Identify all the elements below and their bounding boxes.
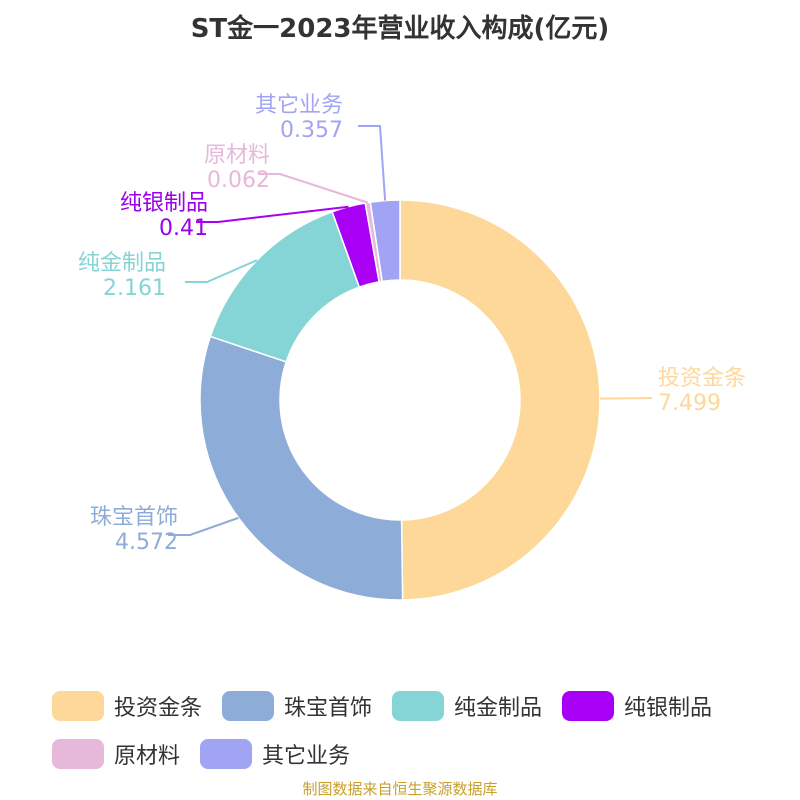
legend-swatch bbox=[392, 691, 445, 721]
label-leader-lines bbox=[168, 125, 653, 536]
legend-item[interactable]: 纯金制品 bbox=[392, 690, 542, 722]
legend-swatch bbox=[562, 691, 615, 721]
legend-swatch bbox=[52, 739, 104, 769]
slice-label-value: 0.41 bbox=[159, 216, 208, 241]
slice-label-value: 0.357 bbox=[280, 118, 343, 143]
legend-swatch bbox=[200, 739, 253, 769]
slice-label-value: 7.499 bbox=[658, 391, 721, 416]
slice-纯金制品[interactable] bbox=[209, 210, 361, 363]
leader-line-其它业务 bbox=[358, 125, 387, 201]
slice-label-value: 2.161 bbox=[103, 276, 166, 301]
leader-line-纯银制品 bbox=[196, 205, 349, 223]
chart-legend: 投资金条 珠宝首饰 纯金制品 纯银制品 原材料 其它业务 bbox=[52, 686, 772, 782]
legend-item[interactable]: 原材料 bbox=[52, 738, 180, 770]
legend-swatch bbox=[222, 691, 275, 721]
slice-labels: 投资金条7.499珠宝首饰4.572纯金制品2.161纯银制品0.41原材料0.… bbox=[78, 93, 746, 555]
slice-label-value: 4.572 bbox=[115, 530, 178, 555]
slice-label-name: 珠宝首饰 bbox=[90, 505, 178, 530]
legend-row: 原材料 其它业务 bbox=[52, 734, 772, 774]
legend-label: 原材料 bbox=[114, 744, 181, 769]
legend-row: 投资金条 珠宝首饰 纯金制品 纯银制品 bbox=[52, 686, 772, 726]
legend-item[interactable]: 珠宝首饰 bbox=[222, 690, 372, 722]
data-source-note: 制图数据来自恒生聚源数据库 bbox=[302, 780, 498, 798]
slice-label-name: 纯金制品 bbox=[78, 251, 166, 276]
legend-item[interactable]: 纯银制品 bbox=[562, 690, 712, 722]
leader-line-原材料 bbox=[258, 173, 369, 204]
legend-item[interactable]: 其它业务 bbox=[200, 738, 350, 770]
leader-line-珠宝首饰 bbox=[168, 516, 239, 536]
slice-label-name: 投资金条 bbox=[658, 366, 746, 391]
donut-slices bbox=[199, 199, 601, 601]
legend-item[interactable]: 投资金条 bbox=[52, 690, 202, 722]
slice-label-value: 0.062 bbox=[207, 168, 270, 193]
legend-label: 纯银制品 bbox=[624, 696, 713, 721]
legend-swatch bbox=[52, 691, 104, 721]
chart-title: ST金一2023年营业收入构成(亿元) bbox=[190, 14, 610, 44]
slice-label-name: 原材料 bbox=[204, 143, 270, 168]
legend-label: 投资金条 bbox=[114, 696, 203, 721]
legend-label: 其它业务 bbox=[262, 744, 351, 769]
legend-label: 纯金制品 bbox=[454, 696, 543, 721]
legend-label: 珠宝首饰 bbox=[284, 696, 373, 721]
slice-投资金条[interactable] bbox=[399, 199, 601, 601]
leader-line-纯金制品 bbox=[185, 259, 258, 283]
slice-其它业务[interactable] bbox=[369, 199, 401, 283]
slice-label-name: 纯银制品 bbox=[120, 191, 208, 216]
slice-珠宝首饰[interactable] bbox=[199, 335, 404, 601]
leader-line-投资金条 bbox=[599, 397, 653, 400]
slice-label-name: 其它业务 bbox=[255, 93, 343, 118]
